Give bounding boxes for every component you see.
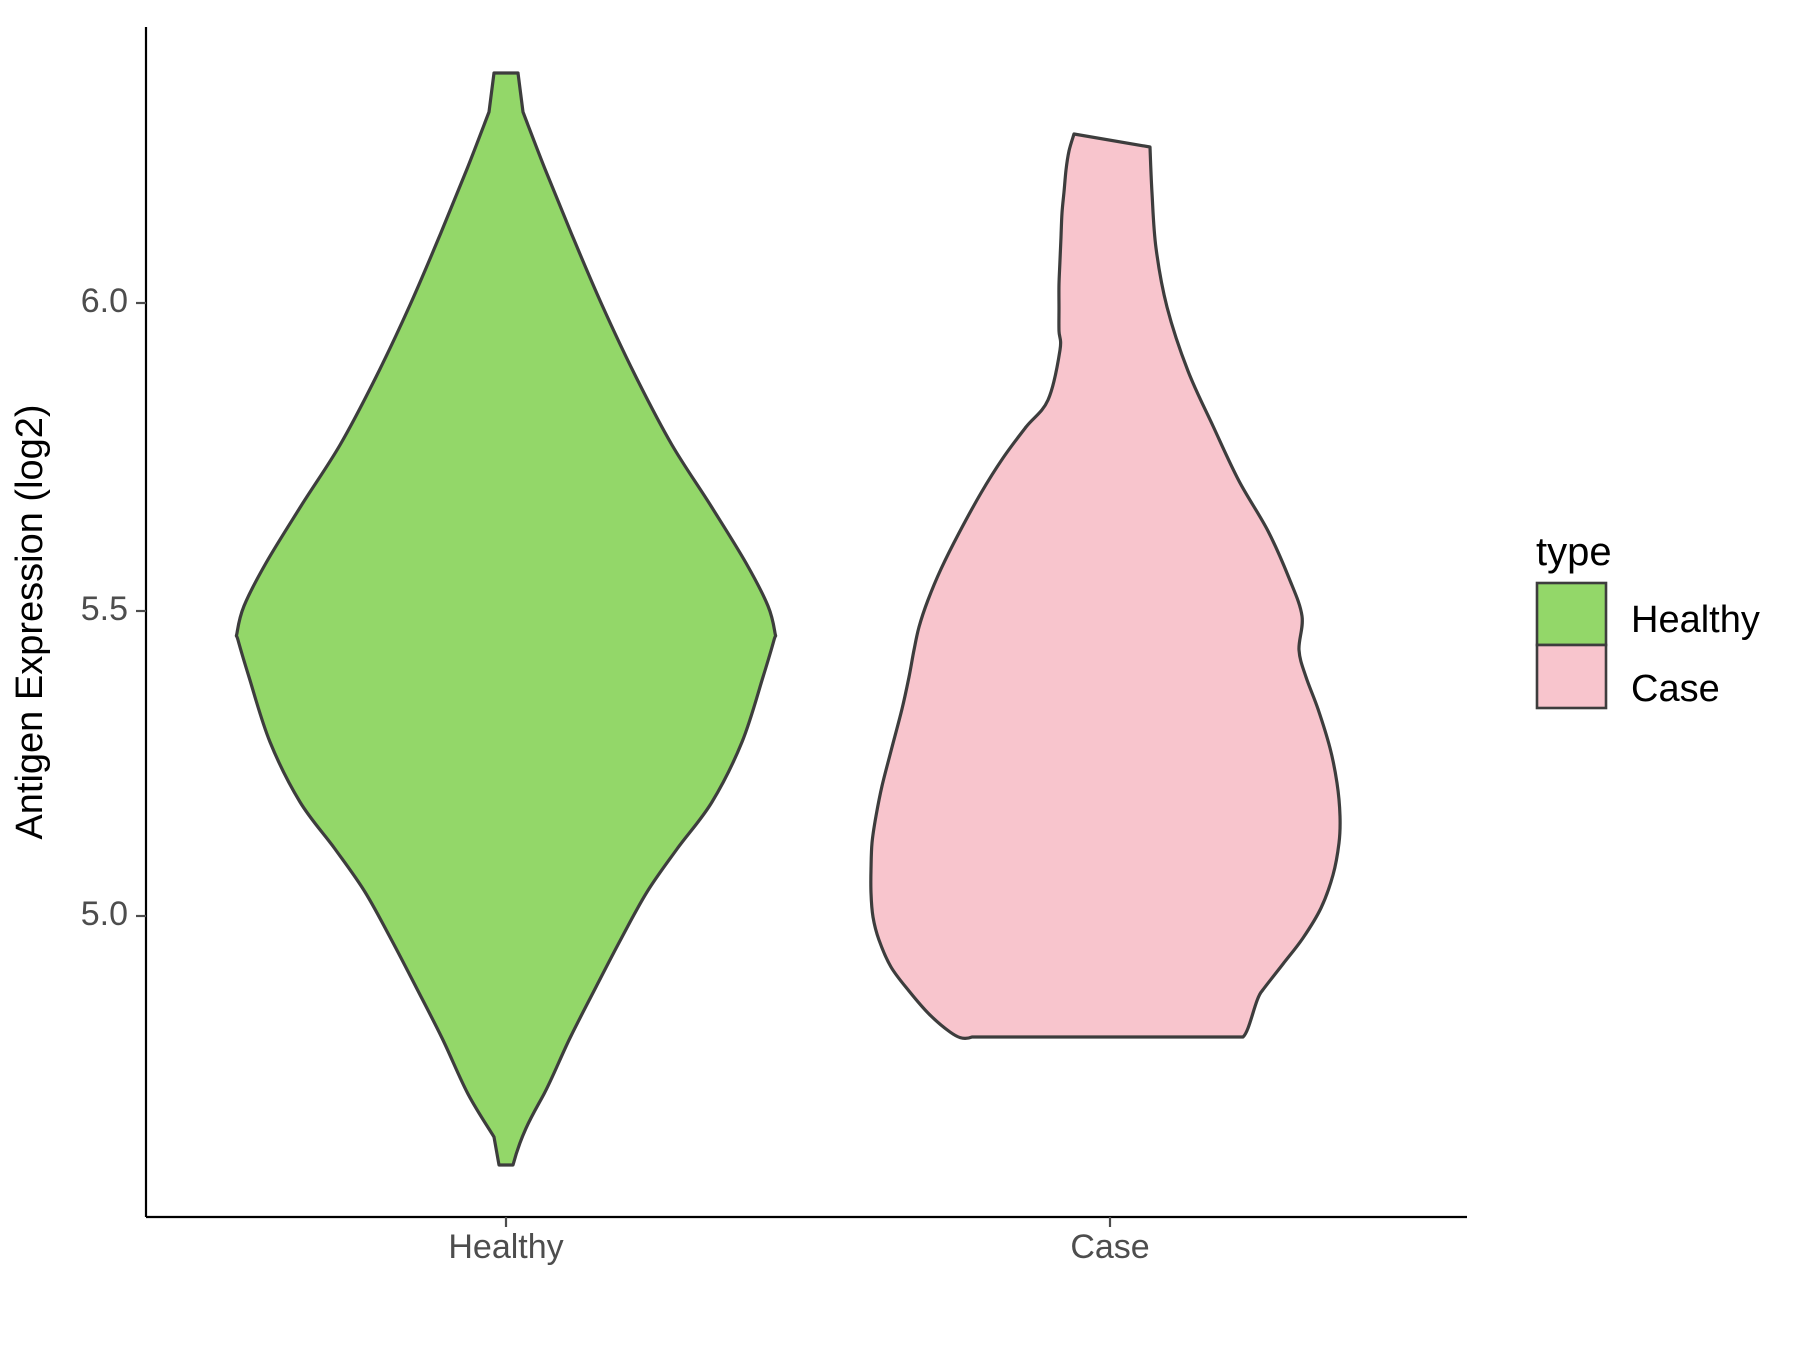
- svg-text:Case: Case: [1631, 668, 1720, 710]
- svg-text:Healthy: Healthy: [448, 1228, 563, 1266]
- svg-text:Antigen Expression (log2): Antigen Expression (log2): [9, 404, 51, 839]
- svg-text:5.0: 5.0: [81, 895, 128, 933]
- svg-text:type: type: [1536, 530, 1612, 574]
- svg-text:Healthy: Healthy: [1631, 599, 1760, 641]
- svg-text:6.0: 6.0: [81, 282, 128, 320]
- svg-text:5.5: 5.5: [81, 590, 128, 628]
- svg-text:Case: Case: [1070, 1228, 1149, 1266]
